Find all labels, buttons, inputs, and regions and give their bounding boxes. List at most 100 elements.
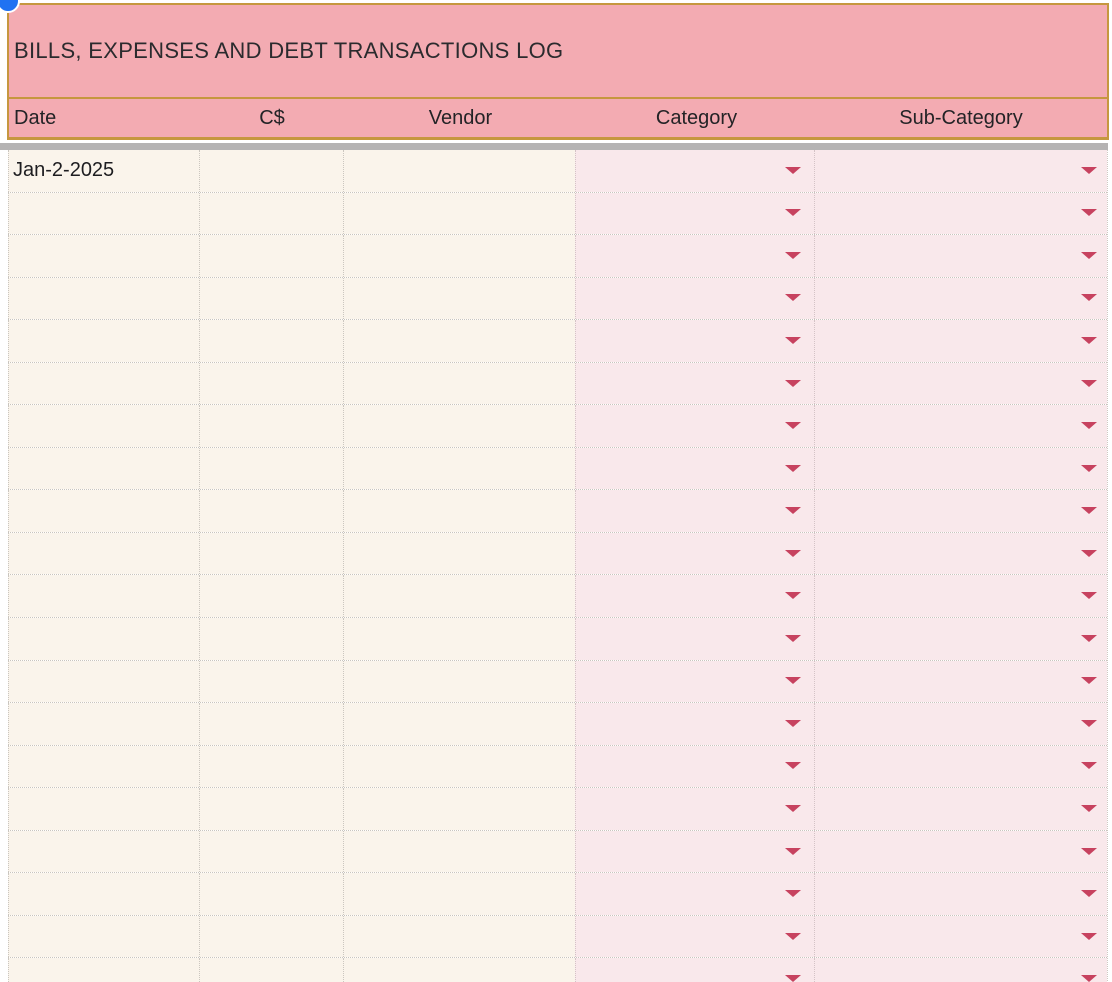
date-cell[interactable] bbox=[8, 830, 199, 873]
amount-cell[interactable] bbox=[198, 277, 343, 320]
chevron-down-icon[interactable] bbox=[785, 634, 802, 642]
date-cell[interactable] bbox=[8, 362, 199, 405]
date-cell[interactable] bbox=[8, 532, 199, 575]
column-header-amount[interactable]: C$ bbox=[259, 106, 285, 129]
chevron-down-icon[interactable] bbox=[1081, 634, 1097, 642]
chevron-down-icon[interactable] bbox=[1081, 890, 1097, 898]
chevron-down-icon[interactable] bbox=[785, 166, 802, 174]
chevron-down-icon[interactable] bbox=[1081, 847, 1097, 855]
category-cell[interactable] bbox=[575, 320, 815, 362]
amount-cell[interactable] bbox=[198, 490, 343, 532]
date-cell[interactable] bbox=[8, 447, 199, 490]
category-cell[interactable] bbox=[575, 873, 815, 915]
vendor-cell[interactable] bbox=[342, 447, 576, 490]
date-cell[interactable] bbox=[8, 958, 199, 982]
vendor-cell[interactable] bbox=[342, 490, 576, 532]
vendor-cell[interactable] bbox=[342, 235, 576, 277]
amount-cell[interactable] bbox=[198, 958, 343, 982]
subcategory-cell[interactable] bbox=[814, 532, 1107, 575]
vendor-cell[interactable] bbox=[342, 873, 576, 915]
date-cell[interactable] bbox=[8, 192, 199, 235]
date-cell[interactable] bbox=[8, 490, 199, 532]
category-cell[interactable] bbox=[575, 703, 815, 745]
chevron-down-icon[interactable] bbox=[1081, 762, 1097, 770]
subcategory-cell[interactable] bbox=[814, 277, 1107, 320]
date-cell[interactable] bbox=[8, 320, 199, 362]
chevron-down-icon[interactable] bbox=[785, 336, 802, 344]
table-title-cell[interactable]: BILLS, EXPENSES AND DEBT TRANSACTIONS LO… bbox=[9, 5, 1107, 99]
date-cell[interactable] bbox=[8, 277, 199, 320]
amount-cell[interactable] bbox=[198, 150, 343, 192]
amount-cell[interactable] bbox=[198, 362, 343, 405]
subcategory-cell[interactable] bbox=[814, 235, 1107, 277]
column-header-subcategory[interactable]: Sub-Category bbox=[899, 106, 1023, 129]
subcategory-cell[interactable] bbox=[814, 575, 1107, 618]
category-cell[interactable] bbox=[575, 788, 815, 830]
date-cell[interactable] bbox=[8, 873, 199, 915]
category-cell[interactable] bbox=[575, 447, 815, 490]
subcategory-cell[interactable] bbox=[814, 873, 1107, 915]
amount-cell[interactable] bbox=[198, 873, 343, 915]
vendor-cell[interactable] bbox=[342, 618, 576, 660]
amount-cell[interactable] bbox=[198, 830, 343, 873]
chevron-down-icon[interactable] bbox=[785, 379, 802, 387]
chevron-down-icon[interactable] bbox=[1081, 677, 1097, 685]
date-cell[interactable] bbox=[8, 405, 199, 447]
vendor-cell[interactable] bbox=[342, 150, 576, 192]
date-cell[interactable] bbox=[8, 703, 199, 745]
vendor-cell[interactable] bbox=[342, 958, 576, 982]
chevron-down-icon[interactable] bbox=[1081, 209, 1097, 217]
chevron-down-icon[interactable] bbox=[785, 932, 802, 940]
category-cell[interactable] bbox=[575, 915, 815, 958]
subcategory-cell[interactable] bbox=[814, 745, 1107, 788]
subcategory-cell[interactable] bbox=[814, 362, 1107, 405]
vendor-cell[interactable] bbox=[342, 703, 576, 745]
chevron-down-icon[interactable] bbox=[785, 677, 802, 685]
amount-cell[interactable] bbox=[198, 703, 343, 745]
amount-cell[interactable] bbox=[198, 320, 343, 362]
category-cell[interactable] bbox=[575, 405, 815, 447]
vendor-cell[interactable] bbox=[342, 532, 576, 575]
date-cell[interactable] bbox=[8, 235, 199, 277]
chevron-down-icon[interactable] bbox=[1081, 549, 1097, 557]
column-header-vendor[interactable]: Vendor bbox=[428, 106, 493, 129]
vendor-cell[interactable] bbox=[342, 575, 576, 618]
category-cell[interactable] bbox=[575, 490, 815, 532]
subcategory-cell[interactable] bbox=[814, 447, 1107, 490]
vendor-cell[interactable] bbox=[342, 192, 576, 235]
category-cell[interactable] bbox=[575, 958, 815, 982]
subcategory-cell[interactable] bbox=[814, 915, 1107, 958]
date-cell[interactable] bbox=[8, 788, 199, 830]
chevron-down-icon[interactable] bbox=[1081, 804, 1097, 812]
chevron-down-icon[interactable] bbox=[1081, 975, 1097, 982]
column-header-category[interactable]: Category bbox=[655, 106, 738, 129]
amount-cell[interactable] bbox=[198, 405, 343, 447]
chevron-down-icon[interactable] bbox=[1081, 336, 1097, 344]
date-cell[interactable] bbox=[8, 618, 199, 660]
chevron-down-icon[interactable] bbox=[1081, 422, 1097, 430]
vendor-cell[interactable] bbox=[342, 745, 576, 788]
subcategory-cell[interactable] bbox=[814, 660, 1107, 703]
chevron-down-icon[interactable] bbox=[785, 209, 802, 217]
category-cell[interactable] bbox=[575, 235, 815, 277]
amount-cell[interactable] bbox=[198, 235, 343, 277]
category-cell[interactable] bbox=[575, 362, 815, 405]
category-cell[interactable] bbox=[575, 192, 815, 235]
chevron-down-icon[interactable] bbox=[785, 422, 802, 430]
category-cell[interactable] bbox=[575, 660, 815, 703]
category-cell[interactable] bbox=[575, 575, 815, 618]
date-cell[interactable] bbox=[8, 660, 199, 703]
category-cell[interactable] bbox=[575, 745, 815, 788]
subcategory-cell[interactable] bbox=[814, 320, 1107, 362]
category-cell[interactable] bbox=[575, 150, 815, 192]
chevron-down-icon[interactable] bbox=[785, 507, 802, 515]
chevron-down-icon[interactable] bbox=[785, 762, 802, 770]
chevron-down-icon[interactable] bbox=[785, 975, 802, 982]
chevron-down-icon[interactable] bbox=[785, 464, 802, 472]
chevron-down-icon[interactable] bbox=[1081, 932, 1097, 940]
chevron-down-icon[interactable] bbox=[785, 804, 802, 812]
chevron-down-icon[interactable] bbox=[785, 251, 802, 259]
vendor-cell[interactable] bbox=[342, 405, 576, 447]
subcategory-cell[interactable] bbox=[814, 490, 1107, 532]
subcategory-cell[interactable] bbox=[814, 405, 1107, 447]
